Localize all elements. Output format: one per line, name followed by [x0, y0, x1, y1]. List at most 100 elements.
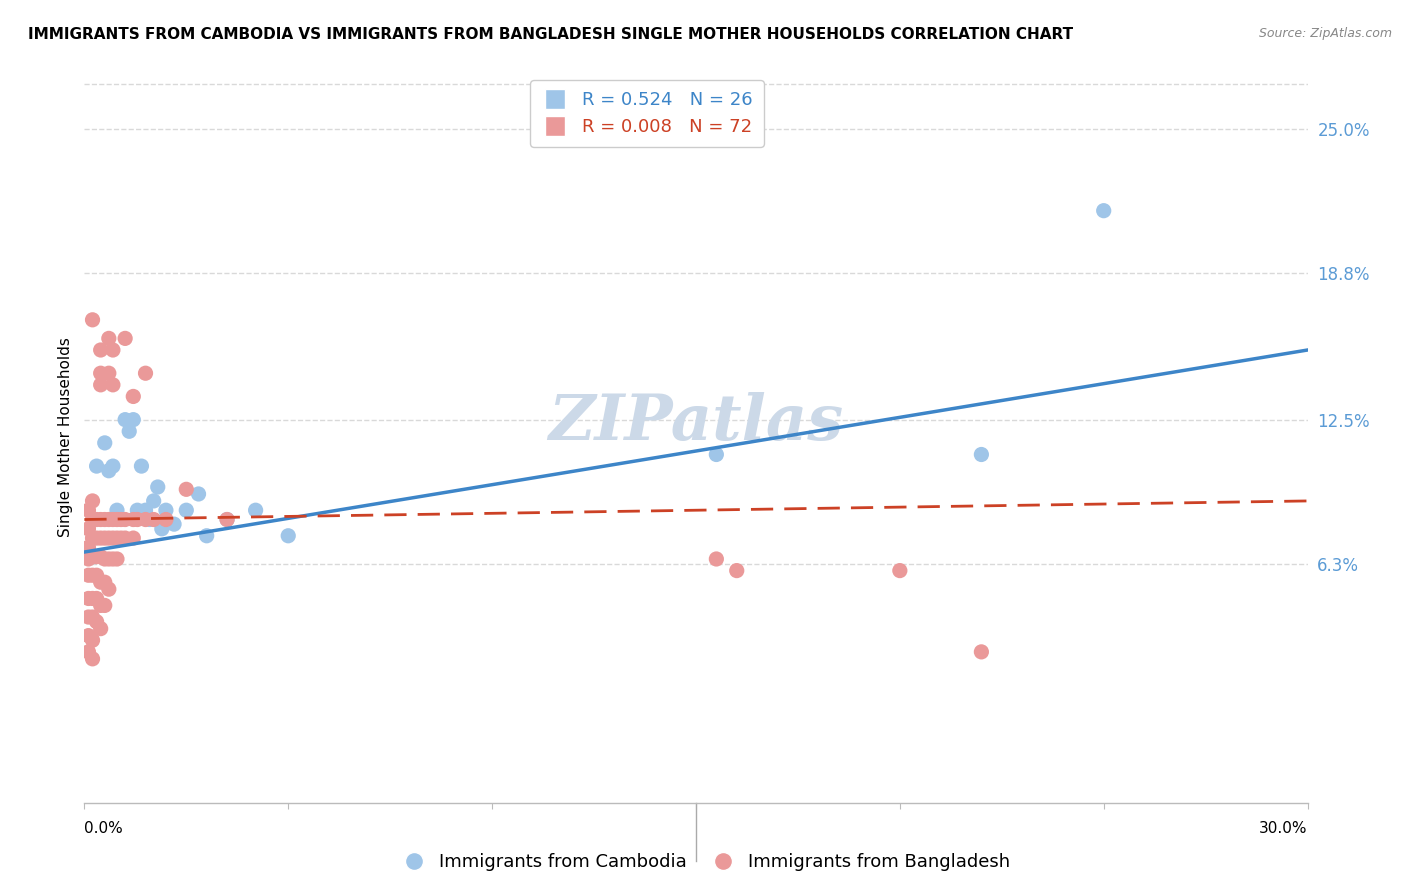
Point [110, 531, 132, 545]
Point [101, 377, 124, 392]
Point [90, 531, 112, 545]
Point [135, 503, 157, 517]
Point [138, 512, 160, 526]
Point [142, 494, 165, 508]
Point [82, 313, 104, 327]
Point [97, 331, 120, 345]
Point [127, 503, 149, 517]
Point [97, 552, 120, 566]
Point [101, 343, 124, 357]
Point [97, 531, 120, 545]
Point [114, 531, 136, 545]
Point [174, 503, 197, 517]
Point [97, 582, 120, 597]
Point [135, 366, 157, 380]
Point [77, 503, 100, 517]
Point [77, 568, 100, 582]
Point [101, 459, 124, 474]
Point [86, 531, 108, 545]
Point [122, 531, 145, 545]
Point [114, 512, 136, 526]
Point [86, 512, 108, 526]
Point [77, 552, 100, 566]
Point [86, 615, 108, 629]
Point [114, 412, 136, 426]
Point [101, 512, 124, 526]
Point [90, 622, 112, 636]
Point [77, 522, 100, 536]
Point [86, 549, 108, 564]
Point [118, 424, 141, 438]
Point [163, 517, 186, 532]
Point [706, 552, 728, 566]
Point [174, 483, 197, 497]
Point [122, 389, 145, 403]
Point [90, 366, 112, 380]
Point [82, 610, 104, 624]
Point [122, 412, 145, 426]
Text: ZIPatlas: ZIPatlas [548, 392, 844, 453]
Point [93, 531, 115, 545]
Point [90, 512, 112, 526]
Legend: Immigrants from Cambodia, Immigrants from Bangladesh: Immigrants from Cambodia, Immigrants fro… [388, 847, 1018, 879]
Point [1092, 203, 1115, 218]
Point [105, 552, 128, 566]
Point [122, 512, 145, 526]
Point [82, 652, 104, 666]
Point [217, 512, 239, 526]
Point [97, 464, 120, 478]
Point [101, 531, 124, 545]
Point [93, 552, 115, 566]
Point [93, 512, 115, 526]
Point [77, 610, 100, 624]
Point [706, 448, 728, 462]
Point [90, 377, 112, 392]
Point [93, 436, 115, 450]
Point [146, 480, 169, 494]
Text: Source: ZipAtlas.com: Source: ZipAtlas.com [1258, 27, 1392, 40]
Point [86, 591, 108, 606]
Point [90, 343, 112, 357]
Point [155, 512, 177, 526]
Point [93, 575, 115, 590]
Point [82, 531, 104, 545]
Point [142, 512, 165, 526]
Point [105, 531, 128, 545]
Text: 0.0%: 0.0% [84, 822, 124, 837]
Point [86, 568, 108, 582]
Point [90, 575, 112, 590]
Point [155, 503, 177, 517]
Point [105, 512, 128, 526]
Point [77, 645, 100, 659]
Point [970, 645, 993, 659]
Point [77, 591, 100, 606]
Point [82, 633, 104, 648]
Point [970, 448, 993, 462]
Point [131, 459, 153, 474]
Point [277, 529, 299, 543]
Point [82, 494, 104, 508]
Point [86, 459, 108, 474]
Point [217, 512, 239, 526]
Point [93, 599, 115, 613]
Point [82, 549, 104, 564]
Point [101, 552, 124, 566]
Point [105, 503, 128, 517]
Point [90, 549, 112, 564]
Text: 30.0%: 30.0% [1260, 822, 1308, 837]
Point [82, 568, 104, 582]
Point [82, 512, 104, 526]
Point [97, 366, 120, 380]
Point [90, 599, 112, 613]
Point [245, 503, 267, 517]
Point [127, 512, 149, 526]
Point [77, 541, 100, 555]
Point [150, 522, 173, 536]
Point [195, 529, 218, 543]
Point [97, 512, 120, 526]
Point [135, 512, 157, 526]
Point [889, 564, 911, 578]
Point [77, 629, 100, 643]
Point [110, 512, 132, 526]
Point [82, 591, 104, 606]
